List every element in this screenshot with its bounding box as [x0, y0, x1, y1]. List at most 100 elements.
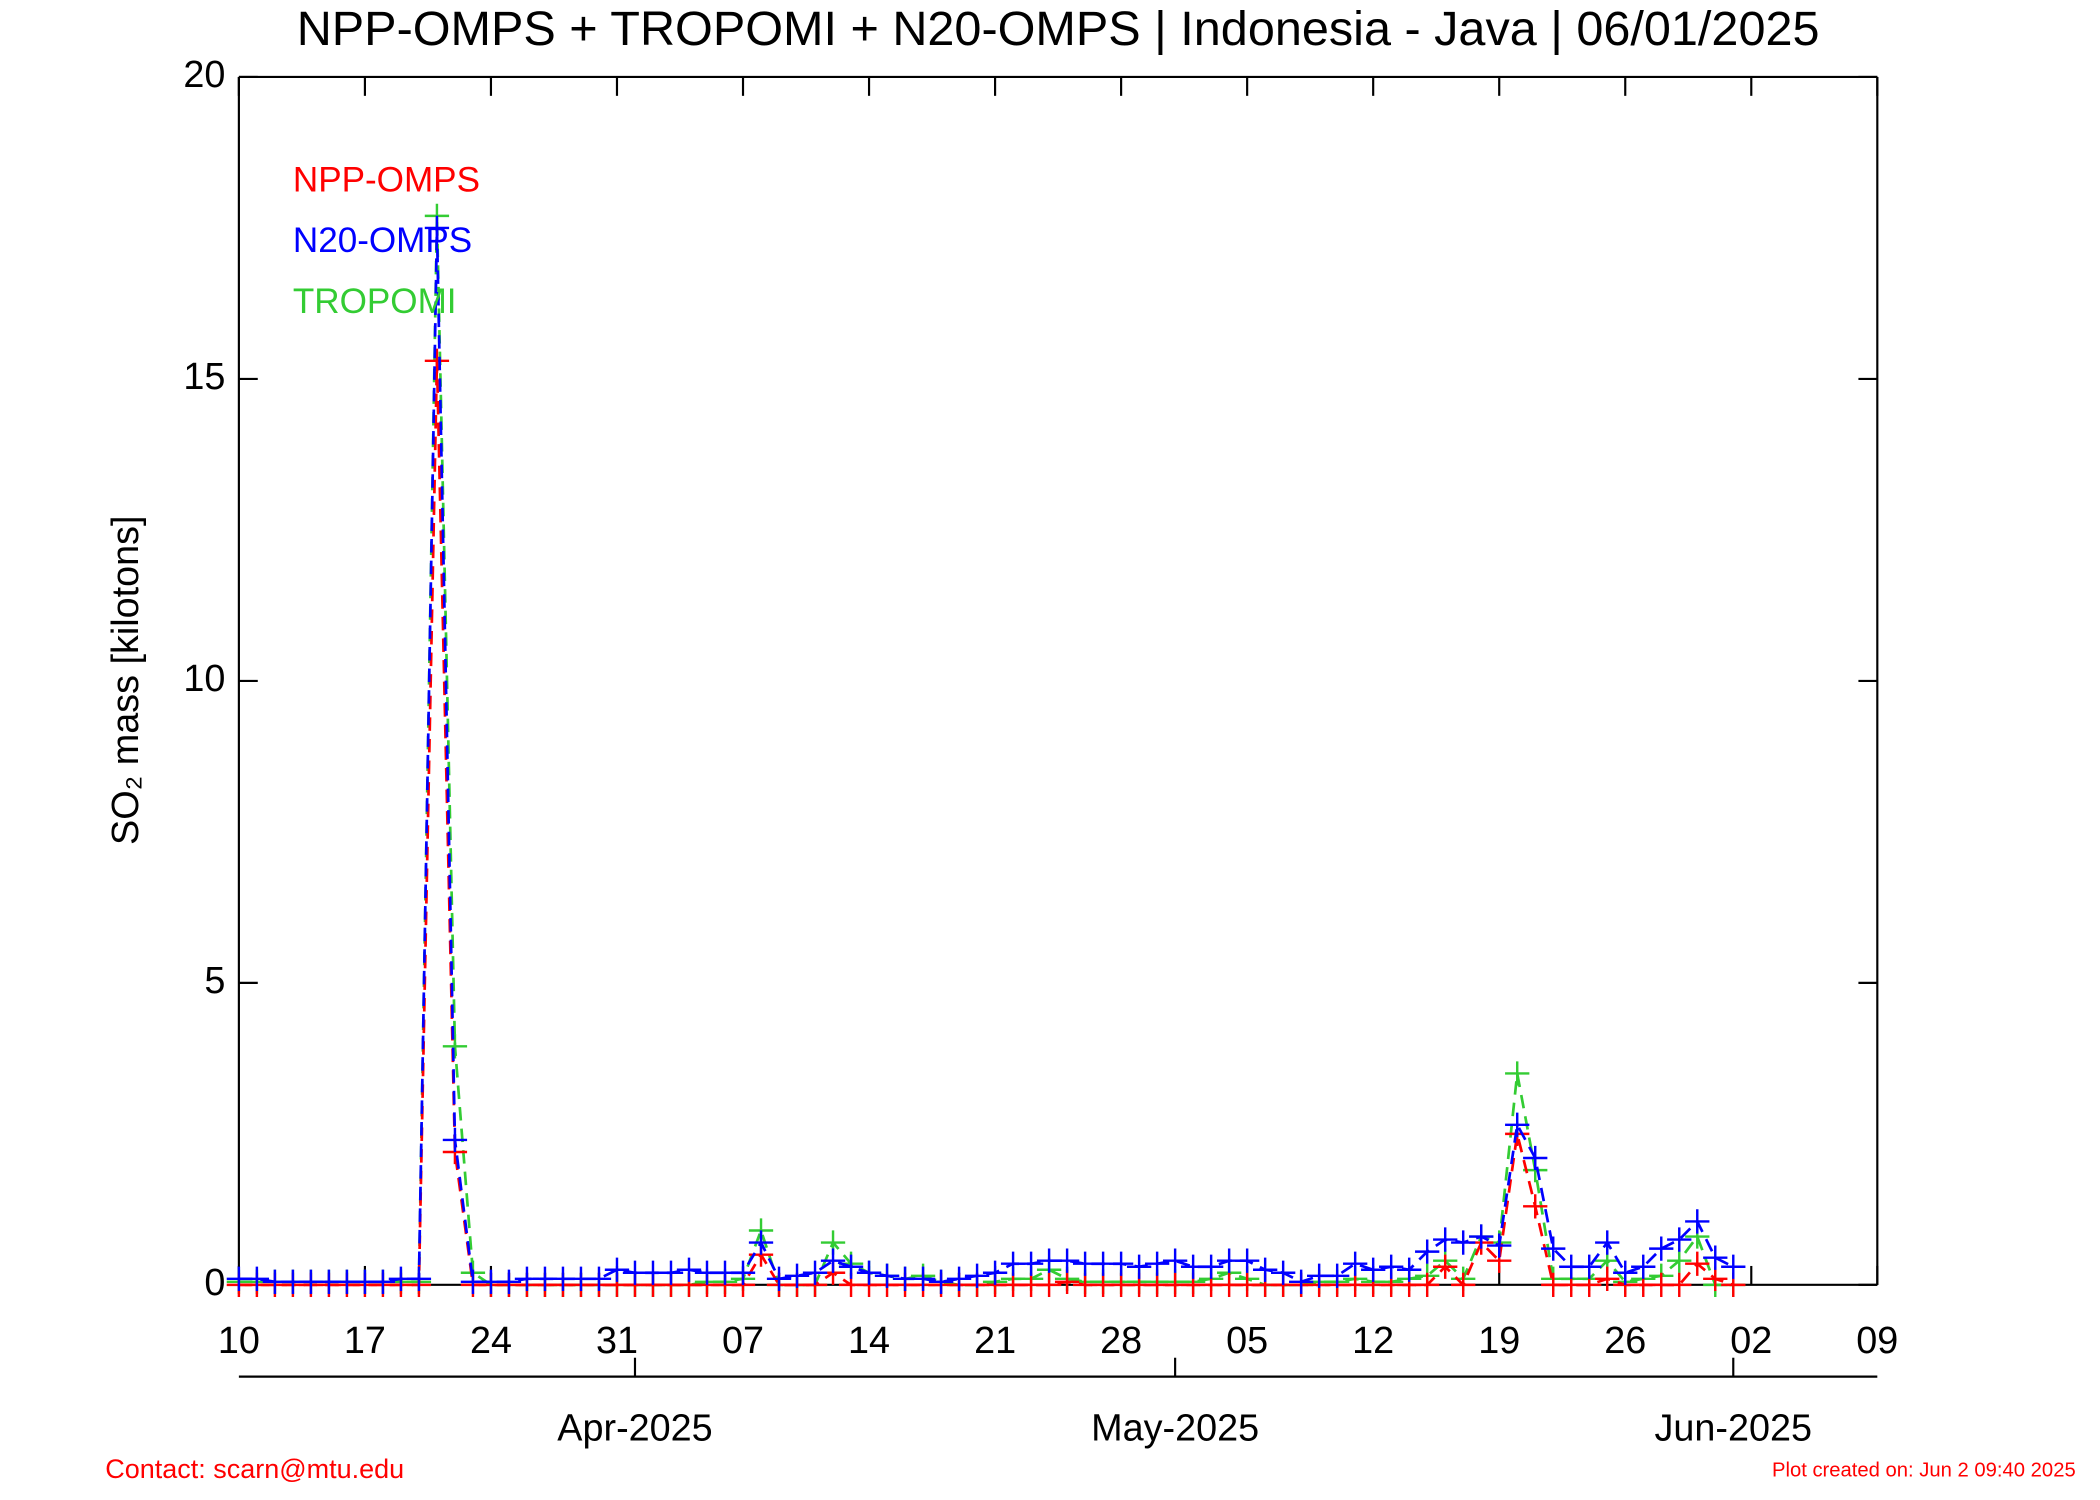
point-marker: [1198, 1254, 1224, 1279]
point-marker: [1667, 1227, 1692, 1252]
footer-contact: Contact: scarn@mtu.edu: [105, 1454, 404, 1484]
point-marker: [928, 1269, 954, 1294]
point-marker: [604, 1257, 630, 1282]
point-marker: [1235, 1248, 1260, 1273]
point-marker: [946, 1266, 972, 1291]
point-marker: [424, 348, 450, 373]
point-marker: [1144, 1251, 1170, 1276]
point-marker: [1721, 1254, 1746, 1279]
point-marker: [676, 1257, 702, 1282]
point-marker: [1505, 1061, 1530, 1086]
point-marker: [1469, 1224, 1494, 1249]
y-tick-label: 0: [204, 1262, 225, 1304]
point-marker: [1685, 1251, 1710, 1276]
point-marker: [1595, 1230, 1620, 1255]
point-marker: [1649, 1236, 1674, 1261]
point-marker: [1577, 1254, 1602, 1279]
x-tick-label: 31: [596, 1320, 638, 1362]
point-marker: [802, 1260, 828, 1285]
point-marker: [1703, 1266, 1728, 1291]
x-tick-label: 12: [1352, 1320, 1394, 1362]
point-marker: [1505, 1112, 1530, 1137]
x-tick-label: 19: [1478, 1320, 1520, 1362]
x-tick-label: 24: [470, 1320, 512, 1362]
point-marker: [1036, 1272, 1062, 1297]
legend-label: TROPOMI: [293, 282, 457, 321]
point-marker: [424, 215, 450, 241]
x-tick-label: 14: [848, 1320, 890, 1362]
point-marker: [874, 1263, 900, 1288]
point-marker: [982, 1260, 1008, 1285]
point-marker: [1253, 1257, 1278, 1282]
x-tick-label: 28: [1100, 1320, 1142, 1362]
point-marker: [1685, 1209, 1710, 1234]
point-marker: [1451, 1230, 1476, 1255]
month-label: Apr-2025: [557, 1408, 712, 1450]
point-marker: [1162, 1248, 1188, 1273]
point-marker: [856, 1260, 882, 1285]
x-tick-label: 02: [1730, 1320, 1772, 1362]
x-tick-label: 10: [218, 1320, 260, 1362]
point-marker: [1523, 1145, 1548, 1171]
point-marker: [1054, 1269, 1080, 1294]
x-tick-label: 05: [1226, 1320, 1268, 1362]
point-marker: [1541, 1236, 1566, 1261]
point-marker: [1379, 1254, 1404, 1279]
point-marker: [442, 1127, 468, 1153]
legend-label: NPP-OMPS: [293, 160, 480, 199]
y-tick-label: 10: [183, 658, 225, 700]
x-tick-label: 26: [1604, 1320, 1646, 1362]
point-marker: [748, 1230, 774, 1255]
point-marker: [784, 1263, 810, 1288]
point-marker: [1325, 1263, 1350, 1288]
point-marker: [730, 1260, 756, 1285]
point-marker: [1271, 1260, 1296, 1285]
point-marker: [1415, 1272, 1440, 1297]
point-marker: [1523, 1194, 1548, 1219]
point-marker: [658, 1260, 684, 1285]
point-marker: [1631, 1254, 1656, 1279]
point-marker: [1415, 1239, 1440, 1264]
point-marker: [1487, 1233, 1512, 1258]
x-tick-label: 07: [722, 1320, 764, 1362]
point-marker: [820, 1248, 846, 1273]
month-label: Jun-2025: [1655, 1408, 1812, 1450]
point-marker: [1667, 1272, 1692, 1297]
x-tick-label: 09: [1856, 1320, 1898, 1362]
point-marker: [1108, 1251, 1134, 1276]
point-marker: [1289, 1269, 1314, 1294]
point-marker: [1054, 1248, 1080, 1273]
point-marker: [406, 1266, 432, 1291]
y-tick-label: 15: [183, 356, 225, 398]
y-axis-label: SO₂ mass [kilotons]: [105, 515, 147, 844]
point-marker: [586, 1266, 612, 1291]
point-marker: [1703, 1245, 1728, 1270]
legend-label: N20-OMPS: [293, 221, 472, 260]
point-marker: [1397, 1257, 1422, 1282]
point-marker: [1018, 1251, 1044, 1276]
point-marker: [766, 1266, 792, 1291]
point-marker: [1595, 1266, 1620, 1291]
point-marker: [370, 1269, 396, 1294]
point-marker: [1667, 1248, 1692, 1273]
month-label: May-2025: [1091, 1408, 1259, 1450]
x-tick-label: 17: [344, 1320, 386, 1362]
point-marker: [838, 1254, 864, 1279]
point-marker: [964, 1263, 990, 1288]
y-tick-label: 5: [204, 960, 225, 1002]
point-marker: [244, 1266, 270, 1291]
chart-title: NPP-OMPS + TROPOMI + N20-OMPS | Indonesi…: [297, 2, 1820, 56]
y-tick-label: 20: [183, 54, 225, 96]
point-marker: [1433, 1227, 1458, 1252]
point-marker: [1433, 1254, 1458, 1279]
point-marker: [442, 1034, 468, 1059]
point-marker: [496, 1269, 522, 1294]
point-marker: [1343, 1251, 1368, 1276]
footer-created: Plot created on: Jun 2 09:40 2025: [1772, 1459, 2076, 1481]
x-tick-label: 21: [974, 1320, 1016, 1362]
point-marker: [1126, 1254, 1152, 1279]
point-marker: [910, 1266, 936, 1291]
point-marker: [1451, 1272, 1476, 1297]
point-marker: [1361, 1257, 1386, 1282]
